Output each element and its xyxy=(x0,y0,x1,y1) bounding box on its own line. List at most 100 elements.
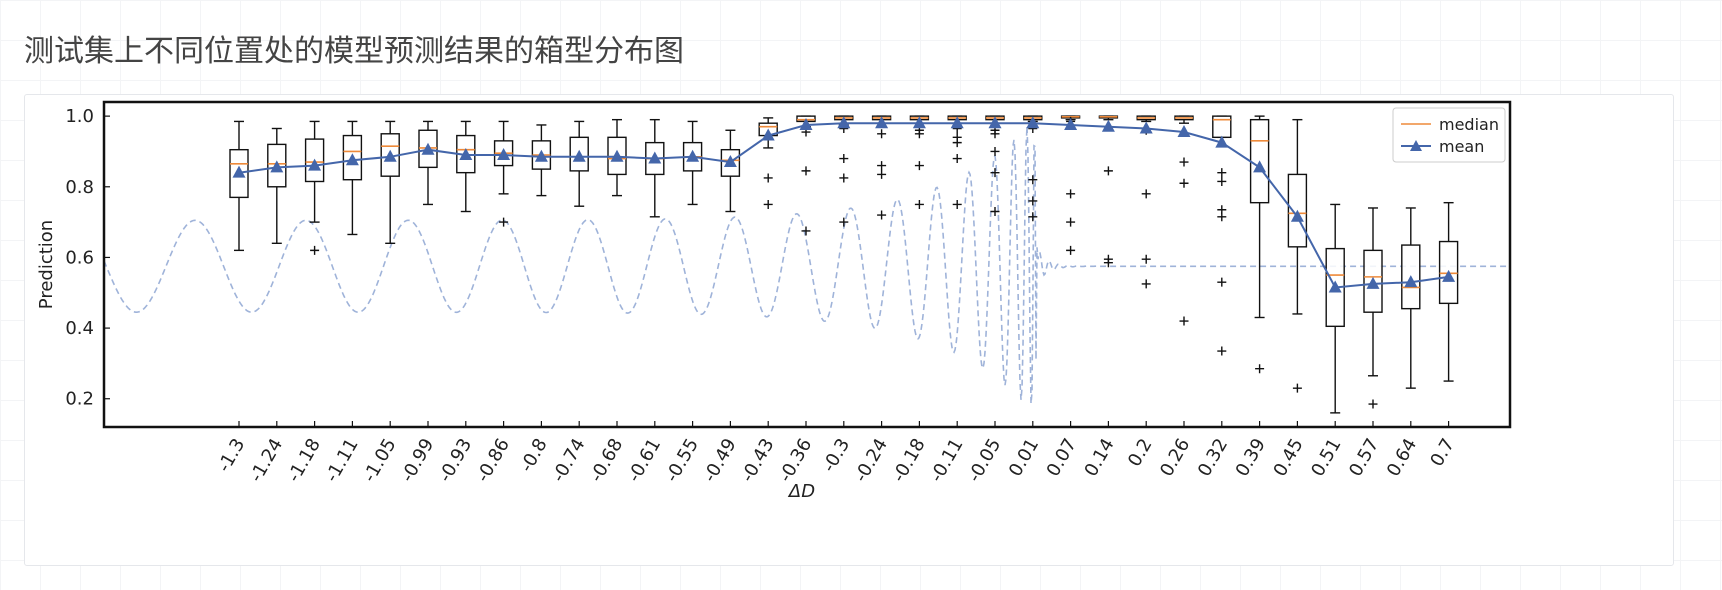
outlier-marker xyxy=(990,207,1000,217)
x-tick-label: -0.18 xyxy=(888,435,929,486)
outlier-marker xyxy=(877,129,887,139)
x-tick-label: -0.68 xyxy=(586,435,627,486)
mean-marker xyxy=(799,117,813,130)
box-4 xyxy=(380,120,400,245)
box-layer xyxy=(229,115,1459,414)
x-tick-label: -1.18 xyxy=(283,435,324,486)
outlier-marker xyxy=(839,173,849,183)
x-tick-label: -1.3 xyxy=(214,435,250,476)
box-23 xyxy=(1098,115,1119,268)
outlier-marker xyxy=(1103,166,1113,176)
box-13 xyxy=(720,129,741,213)
x-tick-label: -0.24 xyxy=(850,435,891,486)
legend-median-label: median xyxy=(1439,115,1499,134)
mean-marker xyxy=(761,128,775,141)
mean-layer xyxy=(232,116,1456,293)
x-tick-label: 0.64 xyxy=(1383,435,1421,480)
outlier-marker xyxy=(877,161,887,171)
box-11 xyxy=(645,118,665,218)
mean-marker xyxy=(232,165,246,178)
page-title: 测试集上不同位置处的模型预测结果的箱型分布图 xyxy=(24,34,684,69)
mean-marker xyxy=(648,151,662,164)
box-9 xyxy=(569,120,589,207)
y-tick-label: 1.0 xyxy=(65,106,94,127)
outlier-marker xyxy=(877,210,887,220)
x-tick-label: 0.2 xyxy=(1124,435,1157,470)
mean-marker xyxy=(875,116,889,129)
mean-marker xyxy=(1215,135,1229,148)
mean-marker xyxy=(610,149,624,162)
mean-marker xyxy=(1177,125,1191,138)
mean-marker xyxy=(497,147,511,160)
box-31 xyxy=(1401,207,1421,389)
box-plot-chart: 0.20.40.60.81.0-1.3-1.24-1.18-1.11-1.05-… xyxy=(36,100,1512,502)
mean-marker xyxy=(1064,117,1078,130)
outlier-marker xyxy=(1217,346,1227,356)
mean-marker xyxy=(1139,121,1153,134)
outlier-marker xyxy=(310,245,320,255)
legend-mean-marker xyxy=(1410,140,1422,151)
outlier-marker xyxy=(1141,254,1151,264)
mean-marker xyxy=(1290,209,1304,222)
x-tick-label: -0.99 xyxy=(397,435,438,486)
box-28 xyxy=(1287,118,1308,393)
outlier-marker xyxy=(914,161,924,171)
mean-marker xyxy=(686,149,700,162)
outlier-marker xyxy=(801,166,811,176)
outlier-marker xyxy=(914,199,924,209)
outlier-marker xyxy=(499,217,509,227)
box-32 xyxy=(1438,201,1459,382)
x-tick-label: -0.55 xyxy=(661,435,702,486)
x-tick-label: -0.43 xyxy=(737,435,778,486)
mean-marker xyxy=(421,142,435,155)
mean-marker xyxy=(308,158,322,171)
outlier-marker xyxy=(1368,399,1378,409)
box-0 xyxy=(229,120,249,252)
y-tick-label: 0.8 xyxy=(65,177,94,198)
y-tick-label: 0.2 xyxy=(65,389,94,410)
box-27 xyxy=(1249,115,1270,374)
x-tick-label: -0.05 xyxy=(964,435,1005,486)
outlier-marker xyxy=(877,169,887,179)
outlier-marker xyxy=(1103,258,1113,268)
x-tick-label: -0.74 xyxy=(548,435,589,486)
outlier-marker xyxy=(1217,168,1227,178)
background-wave-layer xyxy=(103,126,1510,404)
box-2 xyxy=(304,120,325,255)
outlier-marker xyxy=(1217,212,1227,222)
box-5 xyxy=(418,120,438,206)
mean-marker xyxy=(534,149,548,162)
outlier-marker xyxy=(1028,175,1038,185)
x-tick-label: 0.57 xyxy=(1345,435,1383,480)
mean-marker xyxy=(1328,280,1342,293)
box-25 xyxy=(1174,115,1194,326)
x-tick-label: -0.11 xyxy=(926,435,967,486)
mean-marker xyxy=(1366,276,1380,289)
mean-marker xyxy=(572,149,586,162)
mean-marker xyxy=(837,116,851,129)
x-tick-label: -0.3 xyxy=(818,435,854,476)
outlier-marker xyxy=(990,129,1000,139)
mean-marker xyxy=(270,160,284,173)
box-16 xyxy=(834,115,854,227)
box-30 xyxy=(1363,207,1383,409)
mean-marker xyxy=(383,149,397,162)
y-tick-label: 0.6 xyxy=(65,247,94,268)
outlier-marker xyxy=(952,138,962,148)
x-tick-label: -0.8 xyxy=(516,435,552,476)
outlier-marker xyxy=(952,154,962,164)
box-26 xyxy=(1212,115,1232,356)
box-3 xyxy=(342,120,363,236)
outlier-marker xyxy=(1028,196,1038,206)
outlier-marker xyxy=(763,199,773,209)
box-24 xyxy=(1136,115,1156,289)
mean-marker xyxy=(1101,119,1115,132)
x-tick-label: -1.05 xyxy=(359,435,400,486)
x-tick-label: 0.7 xyxy=(1426,435,1459,470)
box-1 xyxy=(267,127,287,245)
mean-marker xyxy=(1404,275,1418,288)
outlier-marker xyxy=(1028,212,1038,222)
mean-marker xyxy=(1026,116,1040,129)
box-19 xyxy=(947,115,967,209)
outlier-marker xyxy=(763,173,773,183)
